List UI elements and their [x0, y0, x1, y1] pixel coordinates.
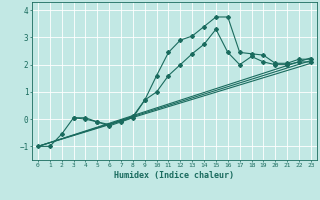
X-axis label: Humidex (Indice chaleur): Humidex (Indice chaleur)	[115, 171, 234, 180]
